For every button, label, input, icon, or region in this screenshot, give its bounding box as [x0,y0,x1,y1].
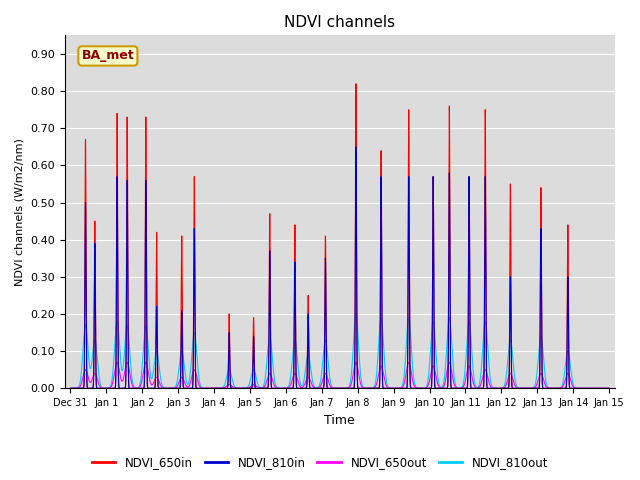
Y-axis label: NDVI channels (W/m2/nm): NDVI channels (W/m2/nm) [15,138,25,286]
Text: BA_met: BA_met [81,49,134,62]
Title: NDVI channels: NDVI channels [284,15,396,30]
X-axis label: Time: Time [324,414,355,427]
Legend: NDVI_650in, NDVI_810in, NDVI_650out, NDVI_810out: NDVI_650in, NDVI_810in, NDVI_650out, NDV… [87,452,553,474]
